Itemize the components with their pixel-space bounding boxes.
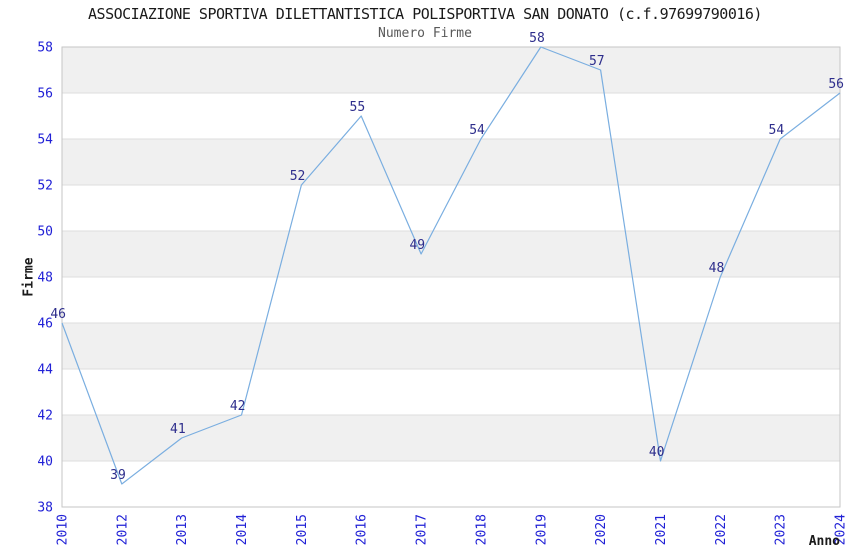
svg-text:38: 38 [37,501,53,516]
svg-text:2015: 2015 [295,514,310,545]
plot-border [61,46,841,508]
svg-text:2018: 2018 [474,514,489,545]
x-axis-title: Anno [808,534,840,549]
svg-text:55: 55 [350,100,366,115]
svg-text:42: 42 [230,399,246,414]
svg-text:46: 46 [50,307,66,322]
svg-text:48: 48 [37,271,53,286]
y-tick-labels: 38 40 42 44 46 48 50 52 54 56 58 [37,41,53,516]
svg-text:52: 52 [37,179,53,194]
svg-text:2017: 2017 [415,514,430,545]
svg-text:52: 52 [290,169,306,184]
svg-text:49: 49 [409,238,425,253]
svg-text:2020: 2020 [594,514,609,545]
svg-text:54: 54 [469,123,485,138]
svg-text:44: 44 [37,363,53,378]
svg-text:39: 39 [110,468,126,483]
svg-text:2023: 2023 [774,514,789,545]
point-labels: 46 39 41 42 52 55 49 54 58 57 40 48 54 56 [50,31,844,483]
svg-text:58: 58 [37,41,53,56]
svg-text:2014: 2014 [235,514,250,545]
svg-text:40: 40 [37,455,53,470]
x-tick-labels: 2010 2012 2013 2014 2015 2016 2017 2018 2019 2020… [56,514,849,545]
svg-text:54: 54 [37,133,53,148]
svg-text:46: 46 [37,317,53,332]
svg-text:41: 41 [170,422,186,437]
svg-text:2019: 2019 [534,514,549,545]
svg-text:2012: 2012 [115,514,130,545]
svg-text:48: 48 [709,261,725,276]
svg-text:2013: 2013 [175,514,190,545]
chart-title: ASSOCIAZIONE SPORTIVA DILETTANTISTICA PO… [88,5,762,23]
svg-text:50: 50 [37,225,53,240]
svg-text:58: 58 [529,31,545,46]
svg-text:54: 54 [769,123,785,138]
svg-text:56: 56 [37,87,53,102]
svg-text:2010: 2010 [56,514,71,545]
svg-text:40: 40 [649,445,665,460]
series-line [61,46,841,485]
svg-text:56: 56 [828,77,844,92]
chart-subtitle: Numero Firme [378,26,472,41]
y-gridlines [62,92,840,462]
svg-text:2024: 2024 [834,514,849,545]
svg-text:57: 57 [589,54,605,69]
svg-text:2016: 2016 [355,514,370,545]
svg-text:2022: 2022 [714,514,729,545]
svg-text:2021: 2021 [654,514,669,545]
svg-text:42: 42 [37,409,53,424]
background-bands [62,47,840,461]
